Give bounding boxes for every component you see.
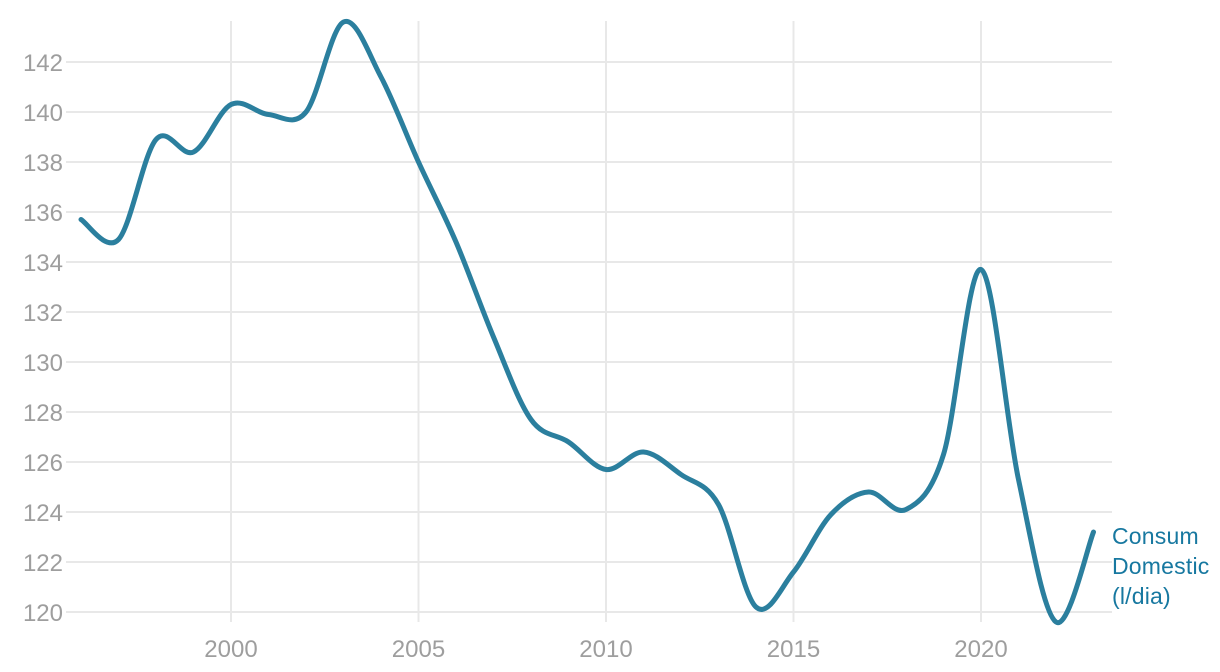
- y-tick-label: 142: [23, 50, 63, 77]
- y-tick-label: 122: [23, 550, 63, 577]
- y-tick-label: 128: [23, 400, 63, 427]
- series-label: Consum Domestic (l/dia): [1112, 521, 1209, 611]
- x-tick-label: 2005: [392, 636, 445, 663]
- y-axis-tick-labels: 120 122 124 126 128 130 132 134 136 138 140 142: [23, 50, 63, 627]
- x-axis-tick-labels: 2000 2005 2010 2015 2020: [204, 636, 1007, 663]
- x-tick-label: 2015: [767, 636, 820, 663]
- y-tick-label: 138: [23, 150, 63, 177]
- y-tick-label: 136: [23, 200, 63, 227]
- series-label-line2: Domestic: [1112, 553, 1210, 579]
- y-tick-label: 134: [23, 250, 63, 277]
- series-label-line1: Consum: [1112, 523, 1199, 549]
- y-tick-label: 130: [23, 350, 63, 377]
- y-tick-label: 124: [23, 500, 63, 527]
- series-label-line3: (l/dia): [1112, 583, 1171, 609]
- vertical-gridlines: [230, 21, 982, 622]
- x-tick-label: 2020: [954, 636, 1007, 663]
- y-tick-label: 120: [23, 600, 63, 627]
- y-tick-label: 140: [23, 100, 63, 127]
- y-tick-label: 132: [23, 300, 63, 327]
- horizontal-gridlines: [66, 61, 1112, 613]
- x-tick-label: 2000: [204, 636, 257, 663]
- consumption-line: [78, 19, 1096, 625]
- x-tick-label: 2010: [579, 636, 632, 663]
- y-tick-label: 126: [23, 450, 63, 477]
